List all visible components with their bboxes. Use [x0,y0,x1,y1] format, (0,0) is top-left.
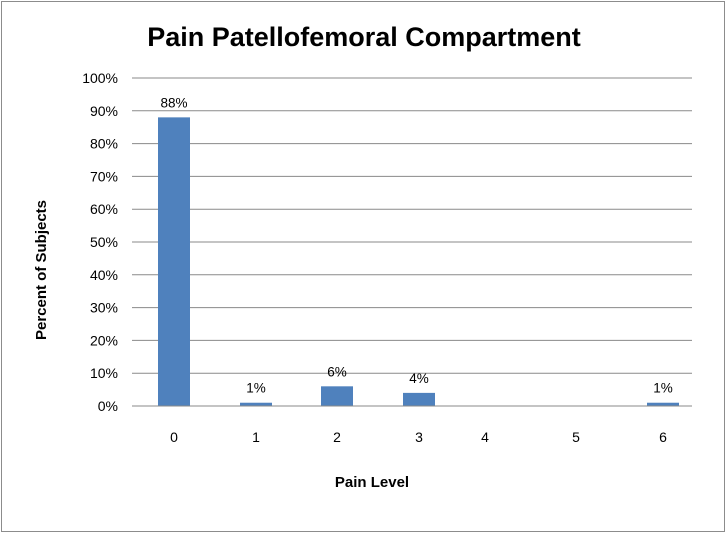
x-tick-label: 1 [252,429,260,445]
x-tick-label: 3 [415,429,423,445]
y-tick-label: 60% [90,201,118,217]
y-tick-label: 20% [90,332,118,348]
x-tick-label: 6 [659,429,667,445]
gridlines [132,77,692,374]
y-tick-label: 100% [82,70,118,86]
y-axis-title: Percent of Subjects [33,200,50,340]
bar-1 [240,402,272,406]
x-tick-label: 5 [572,429,580,445]
y-tick-label: 10% [90,365,118,381]
bar-6 [647,402,679,406]
x-tick-label: 4 [481,429,489,445]
data-label-3: 4% [409,371,429,386]
chart-title: Pain Patellofemoral Compartment [147,22,581,52]
y-tick-label: 50% [90,234,118,250]
bars [158,117,679,407]
x-tick-label: 2 [333,429,341,445]
data-label-2: 6% [327,364,347,379]
bar-0 [158,117,190,407]
y-tick-labels: 0% 10% 20% 30% 40% 50% 60% 70% 80% 90% 100% [82,70,118,414]
x-axis-title: Pain Level [335,474,409,491]
y-tick-label: 80% [90,136,118,152]
bar-3 [403,392,435,406]
data-label-0: 88% [160,95,187,110]
y-tick-label: 90% [90,103,118,119]
y-tick-label: 40% [90,267,118,283]
y-tick-label: 30% [90,300,118,316]
y-tick-label: 0% [98,398,118,414]
x-tick-label: 0 [170,429,178,445]
data-label-1: 1% [246,381,266,396]
y-tick-label: 70% [90,168,118,184]
data-label-6: 1% [653,381,673,396]
data-labels: 88% 1% 6% 4% 1% [160,95,672,395]
x-tick-labels: 0 1 2 3 4 5 6 [170,429,667,445]
bar-2 [321,386,353,406]
